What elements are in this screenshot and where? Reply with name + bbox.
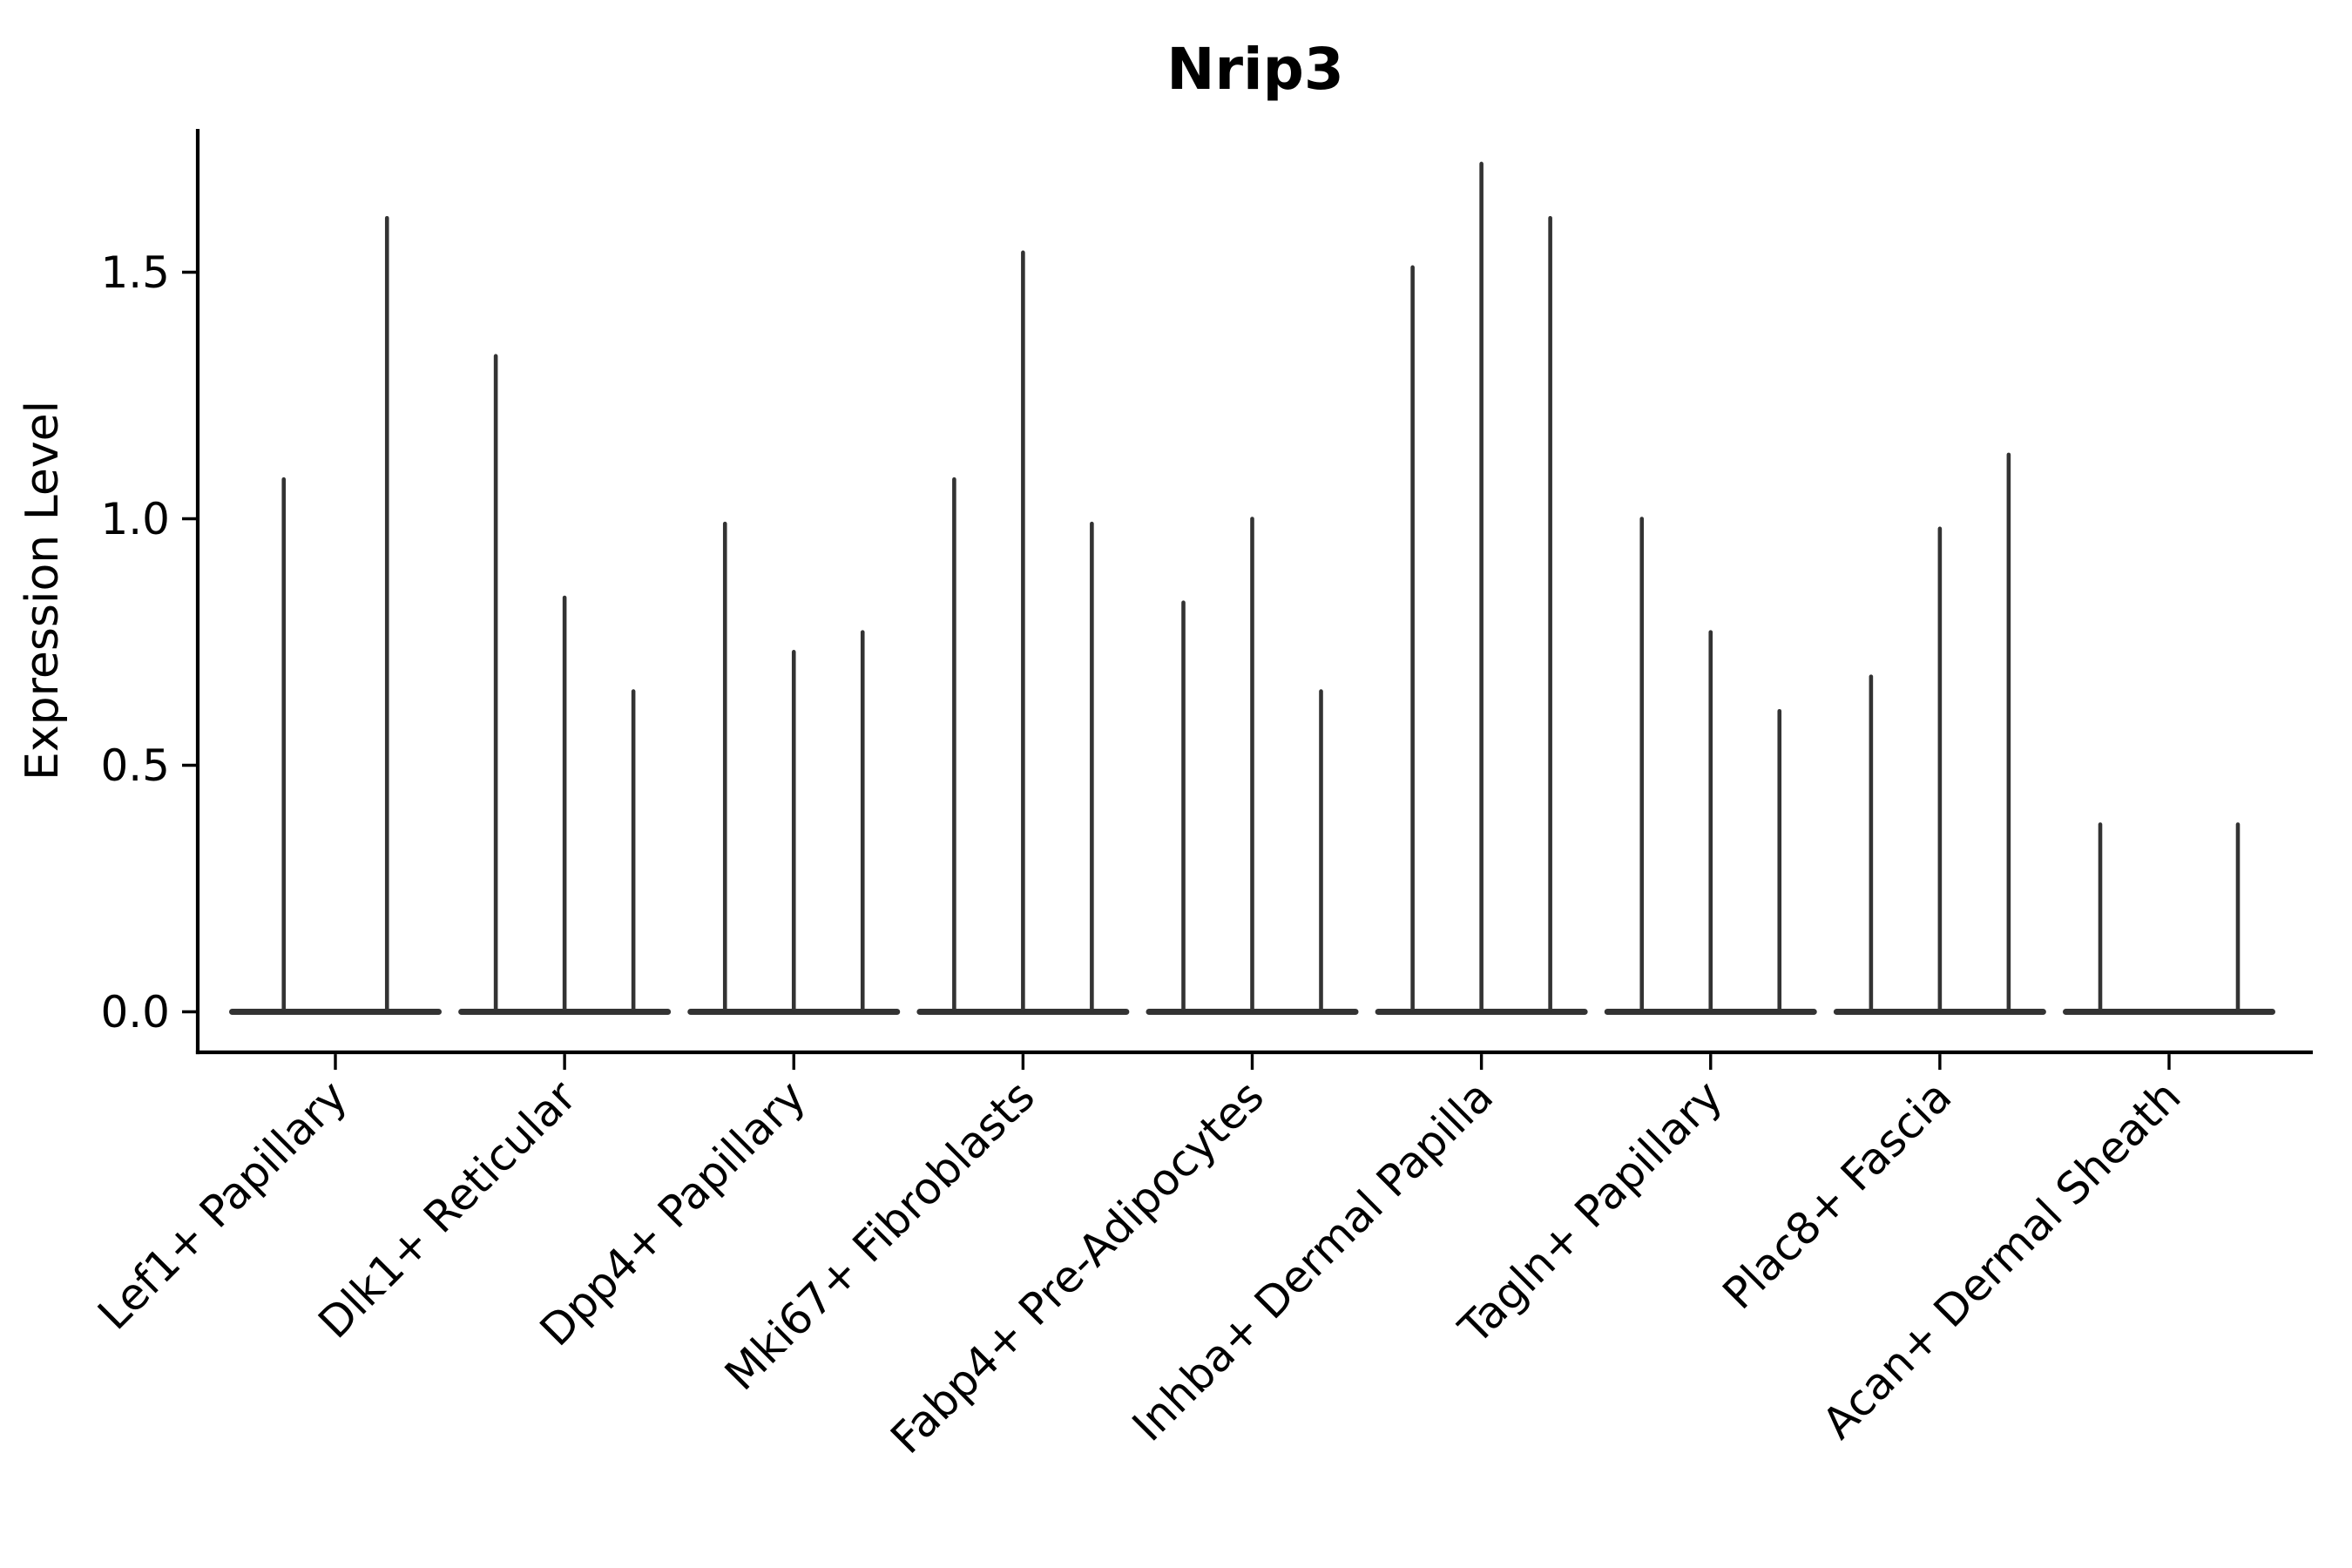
violin-group	[1604, 517, 1817, 1015]
x-category-label: Fabp4+ Pre-Adipocytes	[881, 1071, 1274, 1463]
violin-base	[2063, 1009, 2275, 1015]
violin-group	[1146, 517, 1359, 1015]
y-axis-label: Expression Level	[17, 401, 69, 781]
y-tick-label: 0.5	[100, 740, 170, 791]
y-tick-label: 1.0	[100, 494, 170, 544]
y-tick-label: 1.5	[100, 247, 170, 298]
x-category-label: Plac8+ Fascia	[1713, 1071, 1962, 1319]
violin-group	[1375, 161, 1588, 1015]
violin-group	[2063, 822, 2275, 1015]
x-category-label: Lef1+ Papillary	[88, 1071, 356, 1339]
violin-group	[1833, 452, 2046, 1015]
violin-group	[687, 521, 901, 1015]
violin-base	[229, 1009, 442, 1015]
violin-group	[229, 215, 442, 1015]
plot-title: Nrip3	[1166, 36, 1344, 103]
violin-group	[458, 354, 672, 1015]
y-tick-label: 0.0	[100, 987, 170, 1037]
violin-group	[916, 250, 1130, 1015]
